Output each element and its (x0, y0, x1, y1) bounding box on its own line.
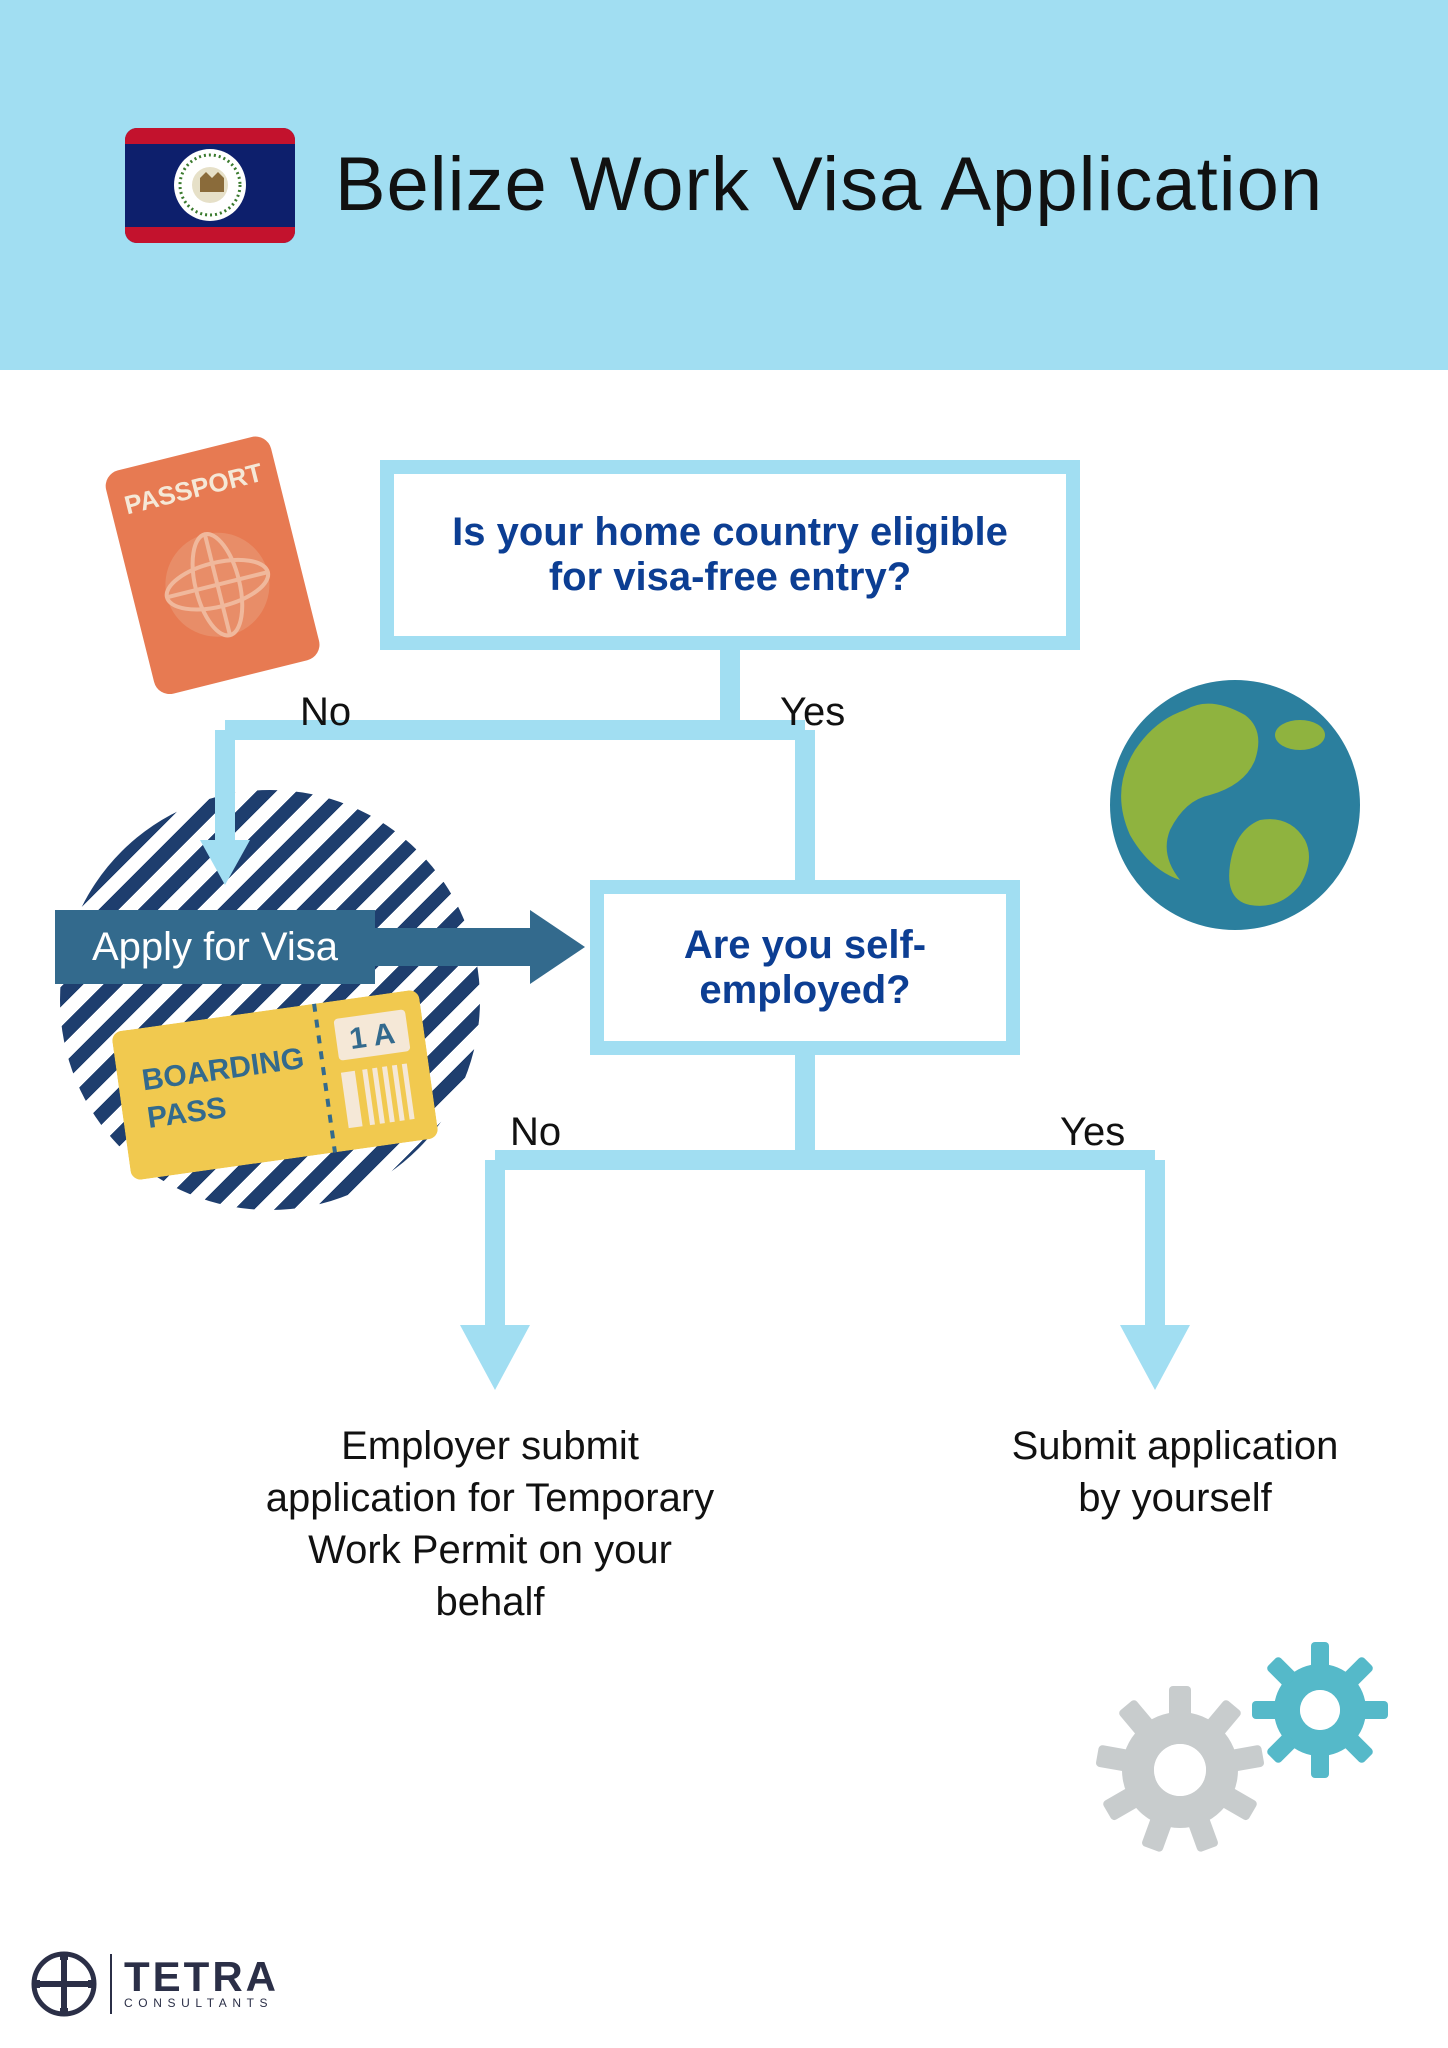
decision-text: Is your home country eligible for visa-f… (424, 510, 1036, 600)
action-apply-for-visa: Apply for Visa (55, 910, 375, 984)
edge-label-yes-2: Yes (1060, 1110, 1125, 1155)
svg-text:1 A: 1 A (347, 1017, 397, 1056)
logo-text-block: TETRA CONSULTANTS (124, 1958, 279, 2010)
tetra-logo: TETRA CONSULTANTS (30, 1950, 279, 2018)
edge-label-yes-1: Yes (780, 690, 845, 735)
globe-icon (1110, 680, 1360, 930)
decision-self-employed: Are you self-employed? (590, 880, 1020, 1055)
belize-flag-icon (125, 128, 295, 243)
outcome-employer-submit: Employer submit application for Temporar… (250, 1420, 730, 1628)
page-title: Belize Work Visa Application (335, 141, 1323, 228)
edge-label-no-2: No (510, 1110, 561, 1155)
action-text: Apply for Visa (92, 925, 338, 970)
logo-name: TETRA (124, 1958, 279, 1996)
tetra-logo-icon (30, 1950, 98, 2018)
gears-icon (1070, 1630, 1410, 1860)
flowchart-canvas: PASSPORT (0, 370, 1448, 2048)
passport-icon: PASSPORT (100, 430, 330, 720)
edge-label-no-1: No (300, 690, 351, 735)
logo-sub: CONSULTANTS (124, 1996, 279, 2010)
header-banner: Belize Work Visa Application (0, 0, 1448, 370)
decision-visa-free-entry: Is your home country eligible for visa-f… (380, 460, 1080, 650)
decision-text: Are you self-employed? (634, 923, 976, 1013)
outcome-self-submit: Submit application by yourself (1000, 1420, 1350, 1524)
logo-divider (110, 1954, 112, 2014)
